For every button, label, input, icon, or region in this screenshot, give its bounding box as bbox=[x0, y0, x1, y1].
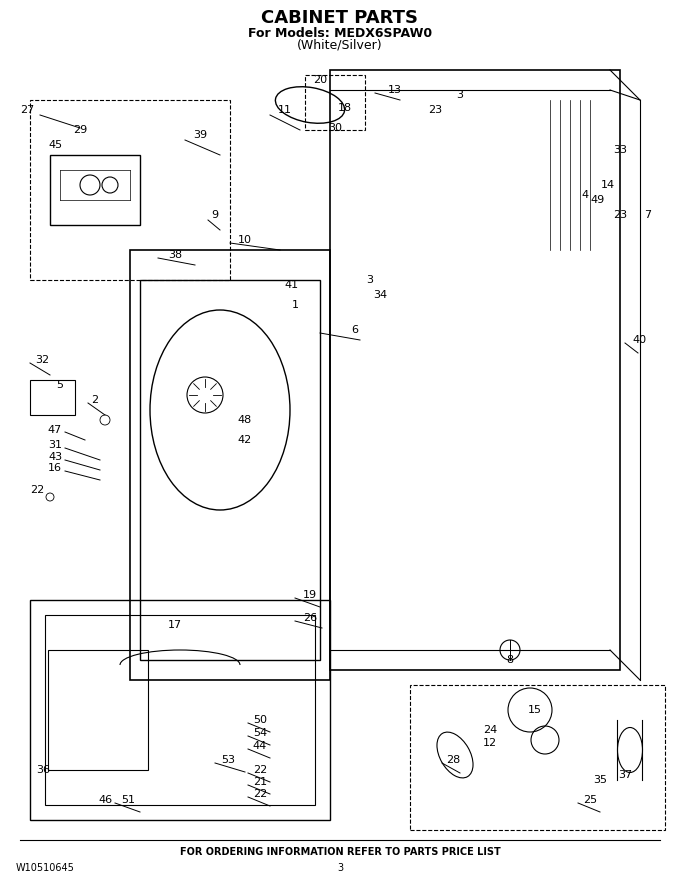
Text: 29: 29 bbox=[73, 125, 87, 135]
Bar bbox=[140, 280, 320, 660]
Text: 6: 6 bbox=[352, 325, 358, 335]
Text: 35: 35 bbox=[593, 775, 607, 785]
Text: 51: 51 bbox=[121, 795, 135, 805]
Text: 8: 8 bbox=[507, 655, 513, 665]
Text: 31: 31 bbox=[48, 440, 62, 450]
Text: 44: 44 bbox=[253, 741, 267, 751]
Bar bbox=[410, 685, 665, 830]
Bar bbox=[130, 250, 330, 680]
Text: 23: 23 bbox=[428, 105, 442, 115]
Text: 27: 27 bbox=[20, 105, 34, 115]
Bar bbox=[305, 75, 365, 130]
Text: 2: 2 bbox=[91, 395, 99, 405]
Text: 26: 26 bbox=[303, 613, 317, 623]
Bar bbox=[48, 650, 148, 770]
Text: 48: 48 bbox=[238, 415, 252, 425]
Text: 13: 13 bbox=[388, 85, 402, 95]
Text: 42: 42 bbox=[238, 435, 252, 445]
Text: 23: 23 bbox=[613, 210, 627, 220]
Text: 3: 3 bbox=[456, 90, 464, 100]
Text: 47: 47 bbox=[48, 425, 62, 435]
Text: 3: 3 bbox=[337, 863, 343, 873]
Text: 38: 38 bbox=[168, 250, 182, 260]
Text: 12: 12 bbox=[483, 738, 497, 748]
Text: 1: 1 bbox=[292, 300, 299, 310]
Text: 40: 40 bbox=[633, 335, 647, 345]
Text: 50: 50 bbox=[253, 715, 267, 725]
Text: (White/Silver): (White/Silver) bbox=[297, 39, 383, 52]
Text: 30: 30 bbox=[328, 123, 342, 133]
Bar bbox=[30, 380, 75, 415]
Text: 22: 22 bbox=[253, 789, 267, 799]
Text: 43: 43 bbox=[48, 452, 62, 462]
Text: 16: 16 bbox=[48, 463, 62, 473]
Text: 10: 10 bbox=[238, 235, 252, 245]
Text: 14: 14 bbox=[601, 180, 615, 190]
Text: 28: 28 bbox=[446, 755, 460, 765]
Text: 45: 45 bbox=[48, 140, 62, 150]
Text: 15: 15 bbox=[528, 705, 542, 715]
Text: 22: 22 bbox=[30, 485, 44, 495]
Text: 24: 24 bbox=[483, 725, 497, 735]
Text: 18: 18 bbox=[338, 103, 352, 113]
Text: 37: 37 bbox=[618, 770, 632, 780]
Bar bbox=[45, 615, 315, 805]
Text: 5: 5 bbox=[56, 380, 63, 390]
Text: 21: 21 bbox=[253, 777, 267, 787]
Text: 41: 41 bbox=[285, 280, 299, 290]
Text: 36: 36 bbox=[36, 765, 50, 775]
Text: 7: 7 bbox=[645, 210, 651, 220]
Text: 17: 17 bbox=[168, 620, 182, 630]
Text: 3: 3 bbox=[367, 275, 373, 285]
Text: 20: 20 bbox=[313, 75, 327, 85]
Text: 49: 49 bbox=[591, 195, 605, 205]
Bar bbox=[50, 155, 140, 225]
Text: 22: 22 bbox=[253, 765, 267, 775]
Text: 11: 11 bbox=[278, 105, 292, 115]
Bar bbox=[30, 100, 230, 280]
Text: 19: 19 bbox=[303, 590, 317, 600]
Text: 25: 25 bbox=[583, 795, 597, 805]
Text: CABINET PARTS: CABINET PARTS bbox=[262, 9, 418, 27]
Text: 46: 46 bbox=[98, 795, 112, 805]
Text: 4: 4 bbox=[581, 190, 589, 200]
Text: W10510645: W10510645 bbox=[16, 863, 74, 873]
Text: 33: 33 bbox=[613, 145, 627, 155]
Text: 32: 32 bbox=[35, 355, 49, 365]
Text: 9: 9 bbox=[211, 210, 218, 220]
Text: FOR ORDERING INFORMATION REFER TO PARTS PRICE LIST: FOR ORDERING INFORMATION REFER TO PARTS … bbox=[180, 847, 500, 857]
Text: For Models: MEDX6SPAW0: For Models: MEDX6SPAW0 bbox=[248, 26, 432, 40]
Text: 34: 34 bbox=[373, 290, 387, 300]
Text: 39: 39 bbox=[193, 130, 207, 140]
Text: 53: 53 bbox=[221, 755, 235, 765]
Text: 54: 54 bbox=[253, 728, 267, 738]
Bar bbox=[330, 70, 620, 670]
Bar bbox=[30, 600, 330, 820]
